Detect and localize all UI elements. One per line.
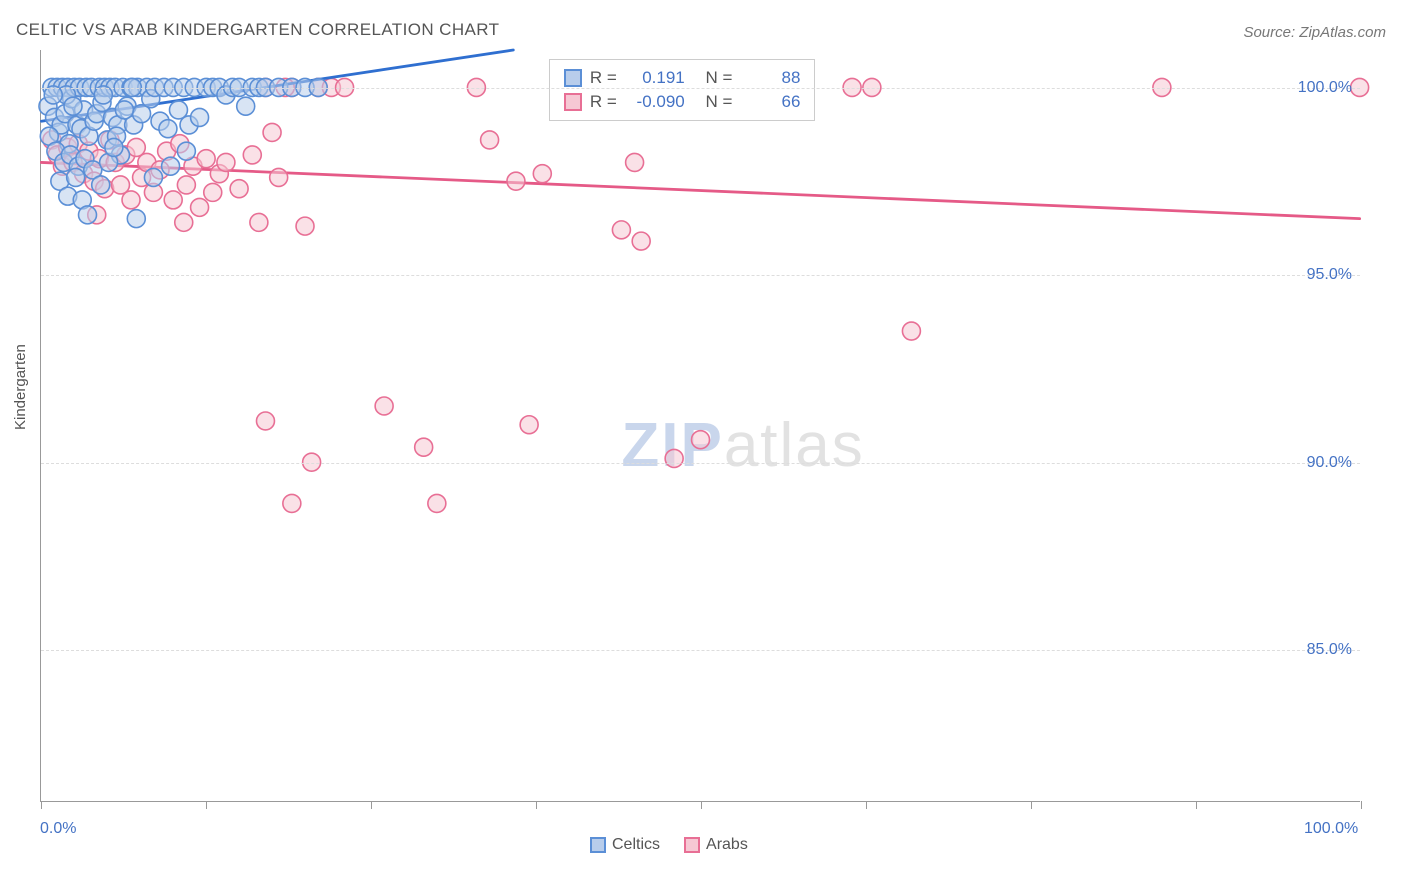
- arabs-point: [243, 146, 261, 164]
- r-label: R =: [590, 66, 617, 90]
- arabs-point: [626, 153, 644, 171]
- arabs-n-value: 66: [740, 90, 800, 114]
- arabs-point: [191, 198, 209, 216]
- arabs-point: [122, 191, 140, 209]
- celtics-point: [105, 138, 123, 156]
- gridline: [41, 88, 1360, 89]
- arabs-point: [283, 494, 301, 512]
- x-tick-mark: [866, 801, 867, 809]
- arabs-point: [175, 213, 193, 231]
- legend-row-celtics: R = 0.191 N = 88: [564, 66, 801, 90]
- celtics-r-value: 0.191: [625, 66, 685, 90]
- y-tick-label: 85.0%: [1307, 641, 1352, 659]
- x-tick-mark: [1361, 801, 1362, 809]
- gridline: [41, 650, 1360, 651]
- arabs-point: [270, 168, 288, 186]
- x-tick-mark: [206, 801, 207, 809]
- arabs-point: [256, 412, 274, 430]
- celtics-point: [159, 120, 177, 138]
- arabs-point: [692, 431, 710, 449]
- celtics-point: [191, 108, 209, 126]
- arabs-point: [177, 176, 195, 194]
- chart-frame: { "title": "CELTIC VS ARAB KINDERGARTEN …: [0, 0, 1406, 892]
- celtics-point: [127, 210, 145, 228]
- arabs-point: [902, 322, 920, 340]
- x-tick-mark: [1031, 801, 1032, 809]
- arabs-point: [612, 221, 630, 239]
- n-label: N =: [705, 66, 732, 90]
- legend-item-arabs: Arabs: [684, 836, 748, 854]
- arabs-point: [520, 416, 538, 434]
- x-tick-mark: [371, 801, 372, 809]
- celtics-point: [67, 168, 85, 186]
- x-axis-min-label: 0.0%: [40, 820, 76, 838]
- arabs-point: [263, 123, 281, 141]
- swatch-arabs: [564, 93, 582, 111]
- n-label: N =: [705, 90, 732, 114]
- celtics-point: [237, 97, 255, 115]
- celtics-point: [162, 157, 180, 175]
- arabs-point: [507, 172, 525, 190]
- arabs-point: [533, 165, 551, 183]
- swatch-arabs: [684, 837, 700, 853]
- arabs-point: [632, 232, 650, 250]
- arabs-label: Arabs: [706, 836, 748, 853]
- swatch-celtics: [590, 837, 606, 853]
- arabs-point: [197, 150, 215, 168]
- x-tick-mark: [1196, 801, 1197, 809]
- arabs-r-value: -0.090: [625, 90, 685, 114]
- plot-area: ZIPatlas R = 0.191 N = 88 R = -0.090 N =…: [40, 50, 1360, 802]
- celtics-point: [115, 101, 133, 119]
- arabs-point: [164, 191, 182, 209]
- x-tick-mark: [536, 801, 537, 809]
- swatch-celtics: [564, 69, 582, 87]
- gridline: [41, 275, 1360, 276]
- arabs-point: [217, 153, 235, 171]
- celtics-point: [92, 176, 110, 194]
- celtics-label: Celtics: [612, 836, 660, 853]
- legend-series: Celtics Arabs: [590, 836, 748, 854]
- arabs-point: [230, 180, 248, 198]
- x-tick-mark: [701, 801, 702, 809]
- r-label: R =: [590, 90, 617, 114]
- arabs-point: [481, 131, 499, 149]
- chart-title: CELTIC VS ARAB KINDERGARTEN CORRELATION …: [16, 20, 499, 40]
- celtics-n-value: 88: [740, 66, 800, 90]
- x-axis-max-label: 100.0%: [1304, 820, 1358, 838]
- y-tick-label: 100.0%: [1298, 79, 1352, 97]
- arabs-point: [415, 438, 433, 456]
- arabs-point: [665, 449, 683, 467]
- arabs-point: [428, 494, 446, 512]
- arabs-point: [375, 397, 393, 415]
- x-tick-mark: [41, 801, 42, 809]
- arabs-point: [204, 183, 222, 201]
- y-axis-label: Kindergarten: [12, 344, 29, 430]
- celtics-point: [79, 206, 97, 224]
- celtics-point: [144, 168, 162, 186]
- celtics-point: [177, 142, 195, 160]
- celtics-point: [64, 97, 82, 115]
- plot-svg: [41, 50, 1360, 801]
- celtics-point: [44, 86, 62, 104]
- y-tick-label: 95.0%: [1307, 266, 1352, 284]
- legend-row-arabs: R = -0.090 N = 66: [564, 90, 801, 114]
- legend-correlation: R = 0.191 N = 88 R = -0.090 N = 66: [549, 59, 816, 121]
- source-label: Source: ZipAtlas.com: [1243, 24, 1386, 41]
- celtics-point: [94, 86, 112, 104]
- y-tick-label: 90.0%: [1307, 454, 1352, 472]
- arabs-point: [296, 217, 314, 235]
- arabs-point: [250, 213, 268, 231]
- gridline: [41, 463, 1360, 464]
- legend-item-celtics: Celtics: [590, 836, 660, 854]
